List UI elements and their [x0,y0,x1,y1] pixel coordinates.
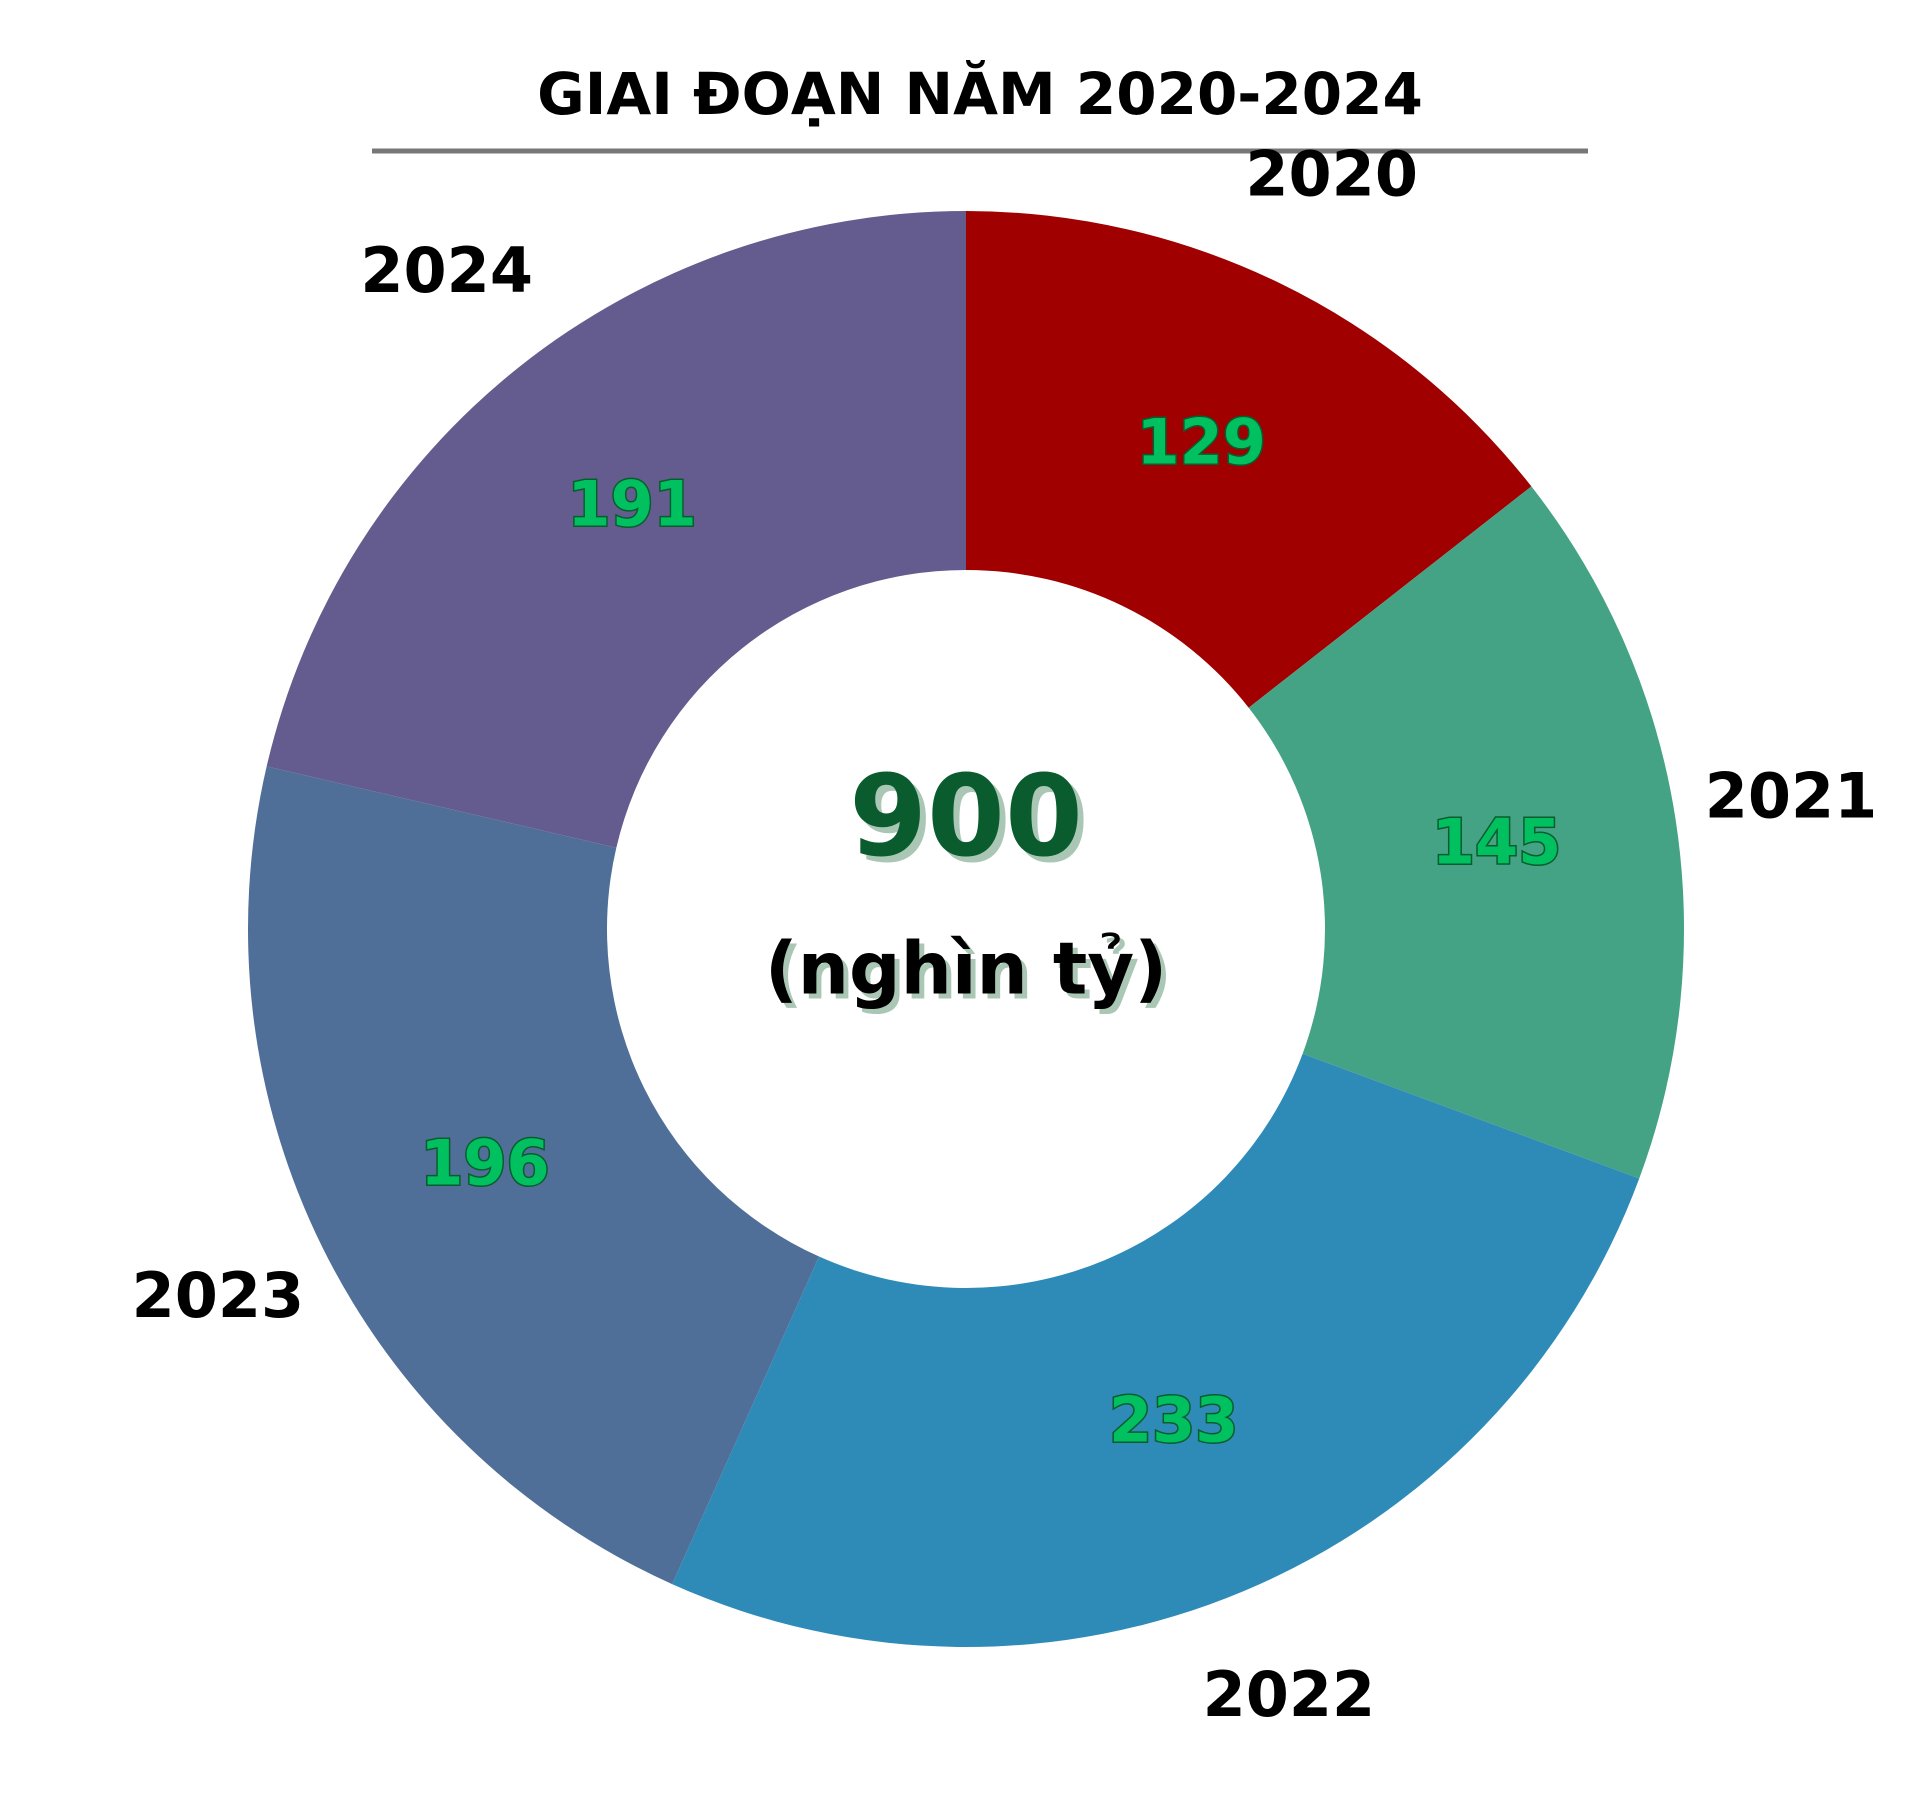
donut-slice [966,211,1532,708]
value-label: 191 [567,468,696,541]
category-label: 2023 [132,1259,305,1332]
category-label: 2020 [1245,137,1418,210]
value-label: 145 [1432,805,1561,878]
donut-slice [1248,486,1684,1179]
total-shadow: 900 [855,758,1089,888]
chart-title: GIAI ĐOẠN NĂM 2020-2024 [537,59,1423,128]
total-unit-shadow: (nghìn tỷ) [770,932,1172,1016]
value-label: 196 [420,1127,549,1200]
category-label: 2024 [360,234,533,307]
donut-slice [248,766,820,1585]
value-label: 129 [1136,405,1265,478]
donut-slice [266,211,966,848]
total-unit: (nghìn tỷ) [765,927,1167,1011]
total-value: 900 [849,752,1083,882]
value-label: 233 [1109,1383,1238,1456]
donut-slice [672,1053,1640,1647]
category-label: 2021 [1705,760,1878,833]
category-label: 2022 [1203,1658,1376,1731]
